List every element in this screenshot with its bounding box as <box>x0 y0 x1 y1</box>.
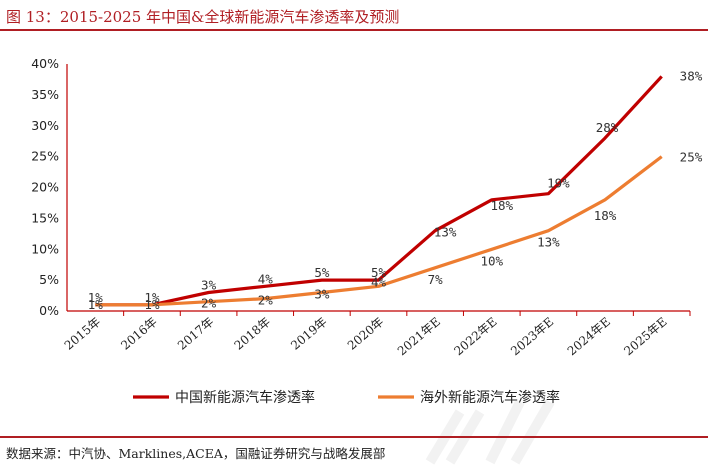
x-tick-label: 2021年E <box>395 315 443 359</box>
data-label: 4% <box>371 274 387 289</box>
series-line <box>95 155 663 307</box>
x-axis-ticks: 2015年 2016年 2017年 2018年 2019年 2020年 2021年E 2022… <box>62 311 691 359</box>
data-label: 3% <box>314 286 330 301</box>
data-label: 2% <box>258 293 274 308</box>
series-line <box>95 75 663 307</box>
data-label: 19% <box>547 176 570 191</box>
y-tick-label: 0% <box>39 303 59 318</box>
y-tick-label: 25% <box>31 149 59 164</box>
data-label: 5% <box>371 265 387 280</box>
legend-label: 海外新能源汽车渗透率 <box>420 389 560 406</box>
y-tick-label: 40% <box>31 56 59 71</box>
series-lines <box>95 75 663 307</box>
data-label: 2% <box>201 296 217 311</box>
x-tick-label: 2017年 <box>175 315 217 353</box>
data-label: 1% <box>144 290 160 305</box>
line-chart: 0% 5% 10% 15% 20% 25% 30% 35% 40% 2015年 2016年 2017… <box>31 56 703 406</box>
x-tick-label: 2016年 <box>118 315 160 353</box>
data-label: 4% <box>258 271 274 286</box>
data-label: 38% <box>680 68 703 83</box>
x-tick-label: 2020年 <box>345 315 387 353</box>
y-tick-label: 30% <box>31 118 59 133</box>
watermark-logo <box>425 399 555 465</box>
y-tick-label: 10% <box>31 241 59 256</box>
y-tick-label: 5% <box>39 272 59 287</box>
x-tick-label: 2019年 <box>288 315 330 353</box>
x-tick-label: 2022年E <box>451 315 499 359</box>
figure-title: 图 13：2015-2025 年中国&全球新能源汽车渗透率及预测 <box>6 8 400 26</box>
data-label: 5% <box>314 265 330 280</box>
data-labels: 1% 1%3% 4% 5% 5%13%18%19%28%38%1% 1% 2% 2% 3%4% 7… <box>88 68 703 311</box>
chart-axes <box>66 64 690 312</box>
data-label: 18% <box>594 208 617 223</box>
data-source-note: 数据来源：中汽协、Marklines,ACEA，国融证券研究与战略发展部 <box>6 446 386 461</box>
data-label: 13% <box>434 225 457 240</box>
y-tick-label: 35% <box>31 87 59 102</box>
x-tick-label: 2018年 <box>232 315 274 353</box>
x-tick-label: 2015年 <box>62 315 104 353</box>
legend-label: 中国新能源汽车渗透率 <box>175 389 315 406</box>
x-tick-label: 2023年E <box>508 315 556 359</box>
legend: 中国新能源汽车渗透率 海外新能源汽车渗透率 <box>133 389 560 406</box>
x-tick-label: 2024年E <box>565 315 613 359</box>
data-label: 18% <box>490 198 513 213</box>
data-label: 10% <box>480 253 503 268</box>
data-label: 1% <box>144 297 160 312</box>
data-label: 7% <box>428 272 444 287</box>
y-tick-label: 15% <box>31 210 59 225</box>
data-label: 13% <box>537 235 560 250</box>
x-tick-label: 2025年E <box>621 315 669 359</box>
data-label: 25% <box>680 150 703 165</box>
data-label: 3% <box>201 277 217 292</box>
data-label: 1% <box>88 290 104 305</box>
footer-divider <box>0 436 708 438</box>
data-label: 28% <box>596 120 619 135</box>
y-axis-ticks: 0% 5% 10% 15% 20% 25% 30% 35% 40% <box>31 56 59 318</box>
data-label: 1% <box>88 297 104 312</box>
y-tick-label: 20% <box>31 180 59 195</box>
title-divider <box>0 29 708 31</box>
